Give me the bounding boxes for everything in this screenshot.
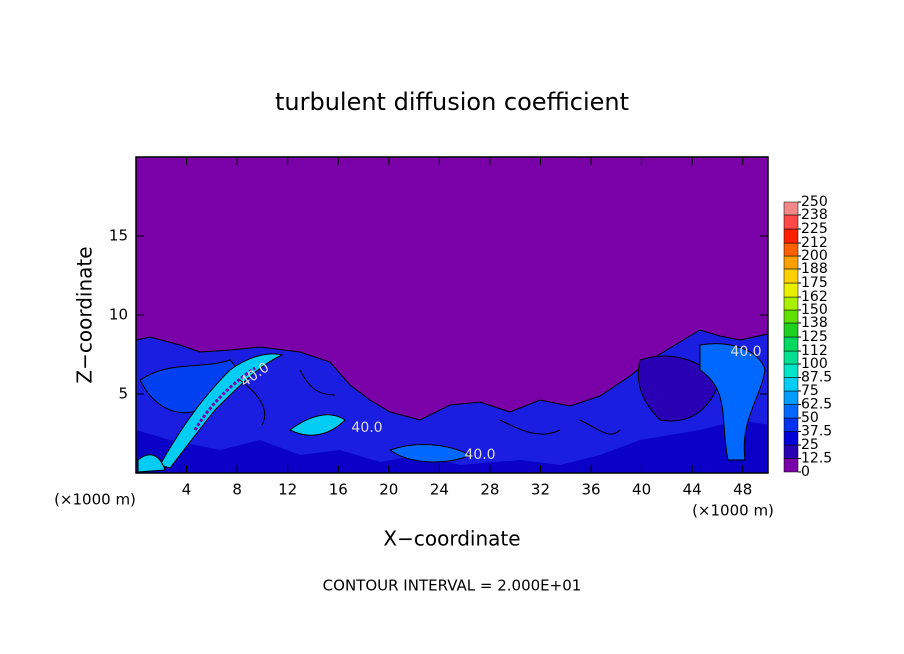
colorbar-label: 12.5 — [801, 451, 832, 467]
x-tick-label: 32 — [531, 481, 550, 499]
x-tick-label: 44 — [683, 481, 702, 499]
contour-label: 40.0 — [464, 447, 495, 463]
colorbar-band — [783, 404, 799, 419]
colorbar-label: 112 — [801, 343, 828, 359]
colorbar-band — [783, 228, 799, 244]
x-unit-label: (×1000 m) — [692, 502, 774, 520]
colorbar-band — [783, 214, 799, 230]
field-region — [289, 414, 346, 436]
x-tick-label: 8 — [232, 481, 242, 499]
colorbar-label: 87.5 — [801, 370, 832, 386]
y-tick-label: 5 — [118, 385, 128, 403]
colorbar-band — [783, 201, 799, 216]
colorbar-band — [783, 444, 799, 459]
colorbar-band — [783, 309, 799, 324]
colorbar-label: 50 — [801, 410, 819, 426]
colorbar-label: 200 — [801, 248, 828, 264]
colorbar-label: 238 — [801, 207, 828, 223]
x-tick-label: 40 — [632, 481, 651, 499]
contour-label: 40.0 — [351, 420, 382, 436]
colorbar-label: 100 — [801, 356, 828, 372]
x-tick-label: 28 — [480, 481, 499, 499]
colorbar-label: 138 — [801, 315, 828, 331]
colorbar-label: 175 — [801, 275, 828, 291]
x-tick-label: 4 — [182, 481, 192, 499]
colorbar-band — [783, 377, 799, 392]
x-tick-label: 24 — [430, 481, 449, 499]
colorbar-band — [783, 431, 799, 446]
colorbar-band — [783, 390, 799, 405]
y-tick-label: 10 — [109, 306, 128, 324]
field-region — [135, 329, 769, 474]
x-unit-label: (×1000 m) — [54, 491, 136, 509]
colorbar-band — [783, 296, 799, 311]
colorbar-label: 75 — [801, 383, 819, 399]
colorbar-label: 225 — [801, 221, 828, 237]
colorbar-band — [783, 268, 799, 284]
x-tick-label: 16 — [329, 481, 348, 499]
y-tick-label: 15 — [109, 227, 128, 245]
colorbar-label: 37.5 — [801, 424, 832, 440]
colorbar-band — [783, 322, 799, 338]
field-region — [637, 355, 721, 422]
field-region — [699, 343, 766, 461]
colorbar-label: 25 — [801, 437, 819, 453]
colorbar-band — [783, 363, 799, 378]
colorbar-band — [783, 417, 799, 432]
x-tick-label: 36 — [581, 481, 600, 499]
colorbar-label: 162 — [801, 289, 828, 305]
colorbar-band — [783, 282, 799, 298]
colorbar-label: 250 — [801, 194, 828, 210]
colorbar-band — [783, 350, 799, 365]
chart-title: turbulent diffusion coefficient — [275, 88, 629, 116]
colorbar-label: 0 — [801, 464, 810, 480]
field-region — [388, 444, 472, 463]
y-axis-label: Z−coordinate — [73, 246, 97, 383]
colorbar-label: 188 — [801, 261, 828, 277]
colorbar-band — [783, 242, 799, 257]
colorbar-label: 62.5 — [801, 397, 832, 413]
field-region — [136, 420, 768, 473]
contour-label: 40.0 — [730, 344, 761, 360]
colorbar-band — [783, 336, 799, 352]
field — [135, 157, 769, 474]
x-tick-label: 48 — [733, 481, 752, 499]
field-region — [159, 353, 284, 469]
x-tick-label: 12 — [278, 481, 297, 499]
colorbar-band — [783, 255, 799, 270]
x-tick-label: 20 — [379, 481, 398, 499]
colorbar-label: 150 — [801, 302, 828, 318]
footnote: CONTOUR INTERVAL = 2.000E+01 — [323, 577, 582, 595]
colorbar-label: 125 — [801, 329, 828, 345]
colorbar-band — [783, 458, 799, 473]
field-contour — [239, 369, 621, 435]
x-axis-label: X−coordinate — [383, 527, 520, 551]
colorbar-label: 212 — [801, 235, 828, 251]
field-region — [137, 454, 166, 473]
